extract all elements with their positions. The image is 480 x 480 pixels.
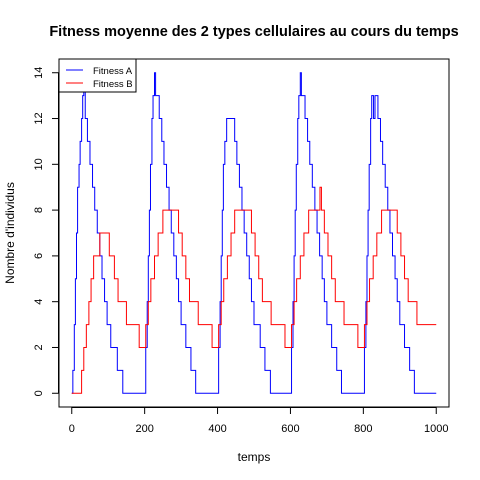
y-tick-label: 14 (33, 67, 45, 79)
x-axis-label: temps (238, 450, 271, 464)
x-tick-label: 800 (354, 423, 372, 435)
x-tick-label: 200 (135, 423, 153, 435)
x-tick-label: 600 (281, 423, 299, 435)
legend-label-fitness-a: Fitness A (93, 66, 133, 77)
x-tick-label: 0 (69, 423, 75, 435)
series-line-fitness-b (71, 186, 437, 394)
plot-area (71, 72, 437, 394)
y-tick-label: 6 (33, 253, 45, 259)
y-tick-label: 4 (33, 299, 45, 305)
chart-title: Fitness moyenne des 2 types cellulaires … (49, 24, 458, 40)
y-tick-label: 0 (33, 390, 45, 396)
y-axis-label: Nombre d'individus (3, 182, 17, 284)
x-tick-label: 400 (208, 423, 226, 435)
x-axis: 0 200 400 600 800 1000 (69, 407, 448, 435)
x-tick-label: 1000 (424, 423, 448, 435)
legend-label-fitness-b: Fitness B (93, 79, 133, 90)
y-tick-label: 2 (33, 344, 45, 350)
y-tick-label: 12 (33, 112, 45, 124)
y-tick-label: 8 (33, 207, 45, 213)
legend: Fitness A Fitness B (58, 58, 137, 93)
legend-box (58, 58, 137, 93)
series-line-fitness-a (71, 72, 437, 394)
y-tick-label: 10 (33, 158, 45, 170)
y-axis: 0 2 4 6 8 10 12 14 (33, 67, 59, 396)
